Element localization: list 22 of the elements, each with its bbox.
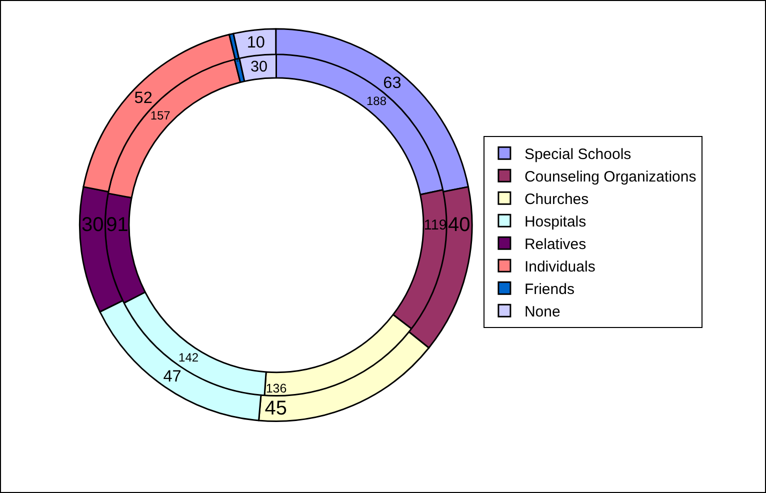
legend-label: Counseling Organizations [524,168,696,186]
data-label: 40 [448,214,470,236]
legend-label: Relatives [524,236,586,253]
data-label: 63 [383,74,402,92]
data-label: 30 [250,58,268,76]
legend-label: Hospitals [524,213,586,230]
legend-label: Individuals [524,258,596,276]
data-label: 91 [106,214,128,236]
data-label: 188 [366,94,387,108]
data-label: 136 [266,382,287,396]
data-label: 45 [264,397,287,420]
data-label: 142 [178,350,199,365]
data-label: 157 [150,108,171,122]
data-label: 10 [246,34,265,52]
legend-label: None [524,303,560,320]
legend-label: Churches [524,190,589,208]
data-label: 119 [424,217,447,234]
data-label: 52 [134,89,152,108]
data-label: 30 [82,214,104,236]
data-label: 47 [163,367,182,386]
legend-label: Friends [524,280,574,298]
legend-label: Special Schools [524,146,632,163]
